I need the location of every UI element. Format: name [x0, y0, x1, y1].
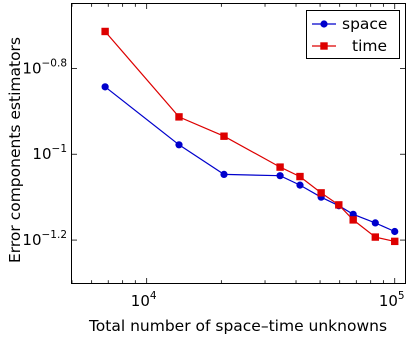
ticks-layer: [71, 4, 405, 283]
data-point-time: [220, 132, 228, 140]
legend-label-time: time: [352, 37, 387, 55]
series-line-space: [104, 86, 395, 233]
data-point-time: [391, 237, 399, 246]
legend-marker-time: [320, 42, 328, 50]
data-point-time: [175, 113, 183, 121]
y-tick-label: 10−1.2: [22, 229, 67, 249]
data-point-space: [371, 219, 379, 227]
y-axis-label: Error components estimators: [6, 37, 24, 263]
y-tick-labels: 10−0.8 10−1 10−1.2: [22, 57, 67, 249]
data-point-space: [220, 170, 228, 179]
data-point-space: [349, 210, 357, 218]
plot-frame: [71, 3, 406, 284]
legend-marker-space: [320, 20, 328, 28]
x-tick-labels: 104 105: [131, 290, 405, 310]
legend-label-space: space: [342, 15, 387, 33]
data-point-space: [276, 172, 284, 180]
x-tick-label: 104: [131, 290, 157, 310]
x-tick-label: 105: [379, 290, 405, 310]
data-point-space: [391, 227, 399, 236]
data-point-time: [335, 201, 343, 209]
x-axis-label: Total number of space–time unknowns: [88, 317, 387, 335]
data-point-space: [175, 141, 183, 149]
y-tick-label: 10−0.8: [22, 57, 67, 77]
data-point-space: [296, 181, 304, 189]
series-layer: [101, 27, 399, 246]
data-point-time: [317, 189, 325, 197]
data-point-space: [101, 83, 109, 91]
data-point-time: [349, 216, 357, 224]
series-line-time: [104, 31, 395, 242]
data-point-time: [101, 27, 109, 36]
data-point-time: [296, 172, 304, 181]
data-point-time: [276, 163, 284, 171]
y-tick-label: 10−1: [32, 143, 67, 163]
legend: space time: [306, 10, 400, 59]
legend-box: [306, 10, 400, 59]
data-point-time: [371, 233, 380, 241]
